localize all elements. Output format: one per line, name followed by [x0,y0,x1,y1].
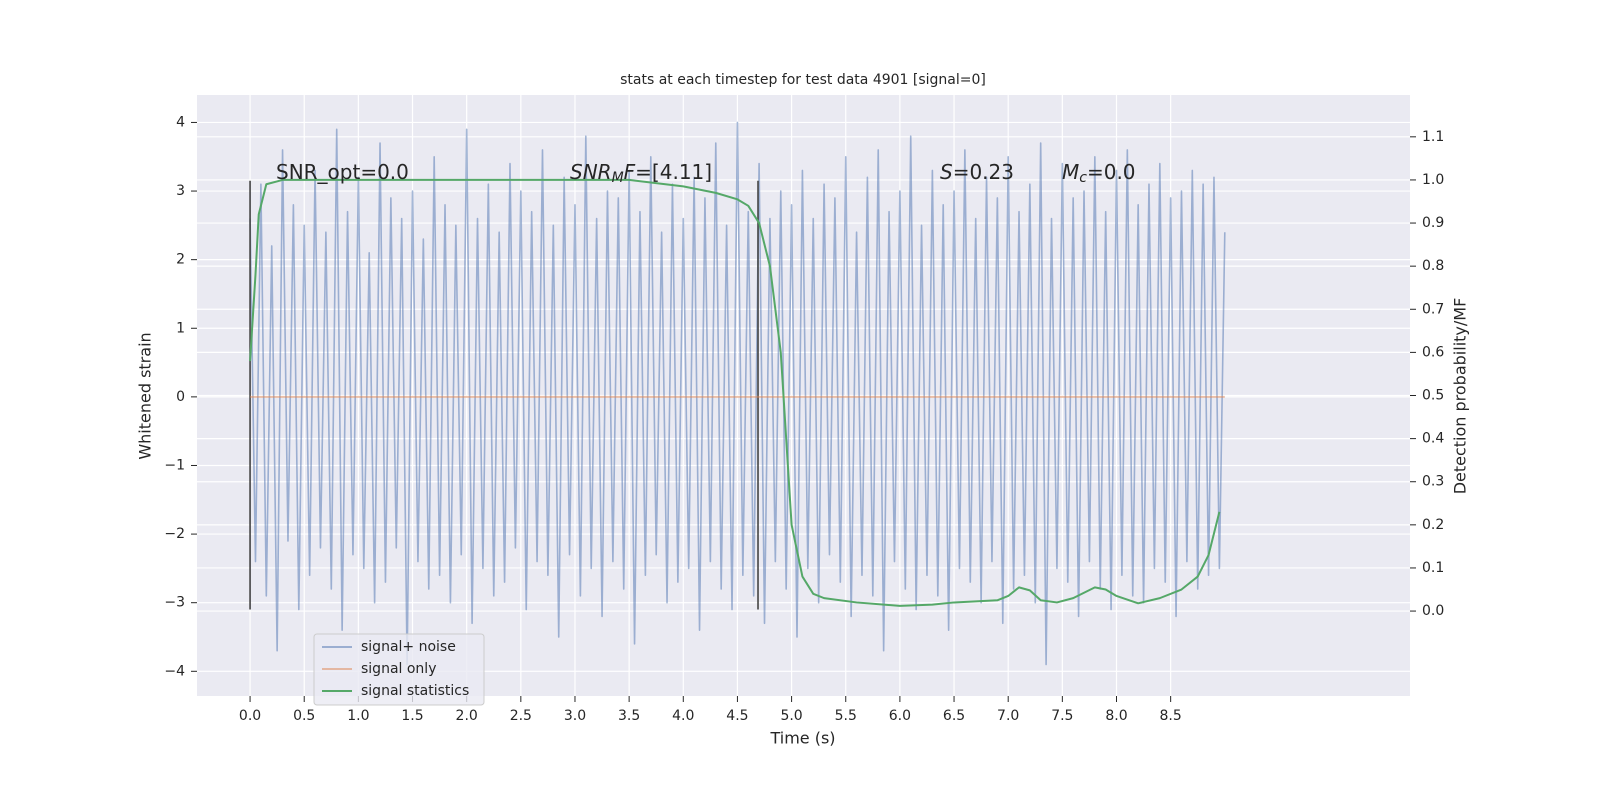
y2-tick-label: 0.2 [1422,517,1444,533]
y2-tick-label: 0.1 [1422,560,1444,576]
x-tick-label: 3.0 [564,708,586,724]
y2-axis-label: Detection probability/MF [1451,298,1470,495]
x-tick-label: 6.5 [943,708,965,724]
x-tick-label: 5.0 [780,708,802,724]
ticks: 0.0 0.5 1.0 1.5 2.0 2.5 3.0 3.5 4.0 4.5 5.0 5.5 6.0 6… [164,114,1444,724]
annotation: S=0.23 [940,160,1014,184]
y2-tick-label: 0.7 [1422,301,1444,317]
x-tick-label: 7.5 [1051,708,1073,724]
x-tick-label: 0.5 [293,708,315,724]
y2-tick-label: 1.1 [1422,129,1444,145]
x-tick-label: 4.0 [672,708,694,724]
annotation: Mc=0.0 [1062,160,1136,187]
chart-title: stats at each timestep for test data 490… [620,72,986,88]
annotation-part: =[4.11] [635,160,712,184]
y2-tick-label: 0.9 [1422,215,1444,231]
y-tick-label: 3 [176,183,185,199]
annotation-part: M [1062,160,1079,184]
x-tick-label: 8.0 [1105,708,1127,724]
x-tick-label: 1.5 [401,708,423,724]
annotation: SNRMF=[4.11] [570,160,712,187]
y-tick-label: 2 [176,252,185,268]
x-tick-label: 2.5 [510,708,532,724]
x-tick-label: 6.0 [889,708,911,724]
y-tick-label: 0 [176,389,185,405]
y-tick-label: −1 [164,457,185,473]
y2-tick-label: 0.5 [1422,388,1444,404]
x-tick-label: 0.0 [239,708,261,724]
x-tick-label: 3.5 [618,708,640,724]
legend-label: signal only [361,661,436,677]
y-tick-label: −4 [164,663,185,679]
y2-tick-label: 0.4 [1422,431,1444,447]
legend: signal+ noise signal only signal statistic… [313,633,485,706]
legend-label: signal statistics [361,683,469,699]
series-line [249,121,1226,666]
x-tick-label: 7.0 [997,708,1019,724]
annotation-part: F [624,160,636,184]
annotation-part: SNR [570,160,612,184]
y-tick-label: 4 [176,114,185,130]
plot [249,121,1226,666]
y-axis-label: Whitened strain [136,332,155,459]
annotation: SNR_opt=0.0 [276,160,409,184]
x-axis-label: Time (s) [769,729,835,748]
y2-tick-label: 0.3 [1422,474,1444,490]
legend-label: signal+ noise [361,639,456,655]
annotation-part: SNR_opt=0.0 [276,160,409,184]
y2-tick-label: 0.0 [1422,603,1444,619]
x-tick-label: 4.5 [726,708,748,724]
series-line [249,178,1221,607]
x-tick-label: 8.5 [1160,708,1182,724]
y2-tick-label: 1.0 [1422,172,1444,188]
y2-tick-label: 0.8 [1422,258,1444,274]
legend-box [313,633,485,706]
annotation-part: =0.0 [1087,160,1136,184]
x-tick-label: 1.0 [347,708,369,724]
x-tick-label: 5.5 [835,708,857,724]
x-tick-label: 2.0 [456,708,478,724]
annotation-part: M [612,170,624,186]
y-tick-label: −3 [164,595,185,611]
annotation-part: =0.23 [953,160,1014,184]
y-tick-label: −2 [164,526,185,542]
annotation-part: c [1079,170,1087,186]
y-tick-label: 1 [176,320,185,336]
annotation-part: S [940,160,953,184]
y2-tick-label: 0.6 [1422,344,1444,360]
